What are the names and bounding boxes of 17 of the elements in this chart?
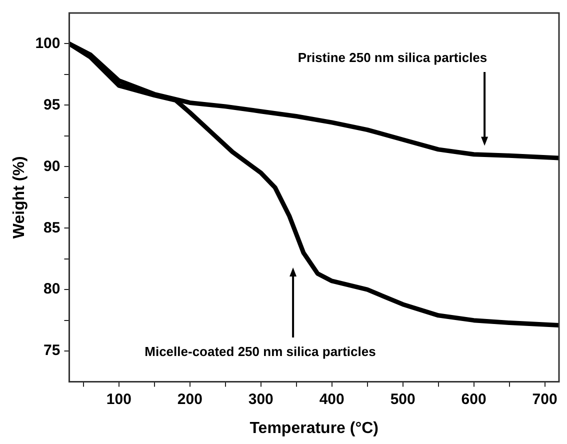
y-tick-label: 85 <box>44 219 60 236</box>
y-axis-title: Weight (%) <box>11 156 28 239</box>
x-tick-label: 300 <box>248 390 274 408</box>
y-tick-label: 90 <box>44 158 60 175</box>
y-tick-label: 95 <box>44 96 60 114</box>
x-tick-label: 200 <box>177 390 202 408</box>
x-tick-label: 500 <box>390 390 416 408</box>
y-tick-label: 75 <box>44 342 60 360</box>
annotation: Pristine 250 nm silica particles <box>298 50 488 65</box>
y-tick-label: 100 <box>35 34 60 52</box>
x-tick-label: 400 <box>319 390 344 408</box>
y-tick-label: 80 <box>44 280 60 298</box>
x-tick-label: 700 <box>532 390 558 408</box>
x-axis-title: Temperature (°C) <box>250 420 379 437</box>
x-tick-label: 100 <box>106 390 132 408</box>
annotation: Micelle-coated 250 nm silica particles <box>144 344 376 359</box>
x-tick-label: 600 <box>461 390 486 408</box>
